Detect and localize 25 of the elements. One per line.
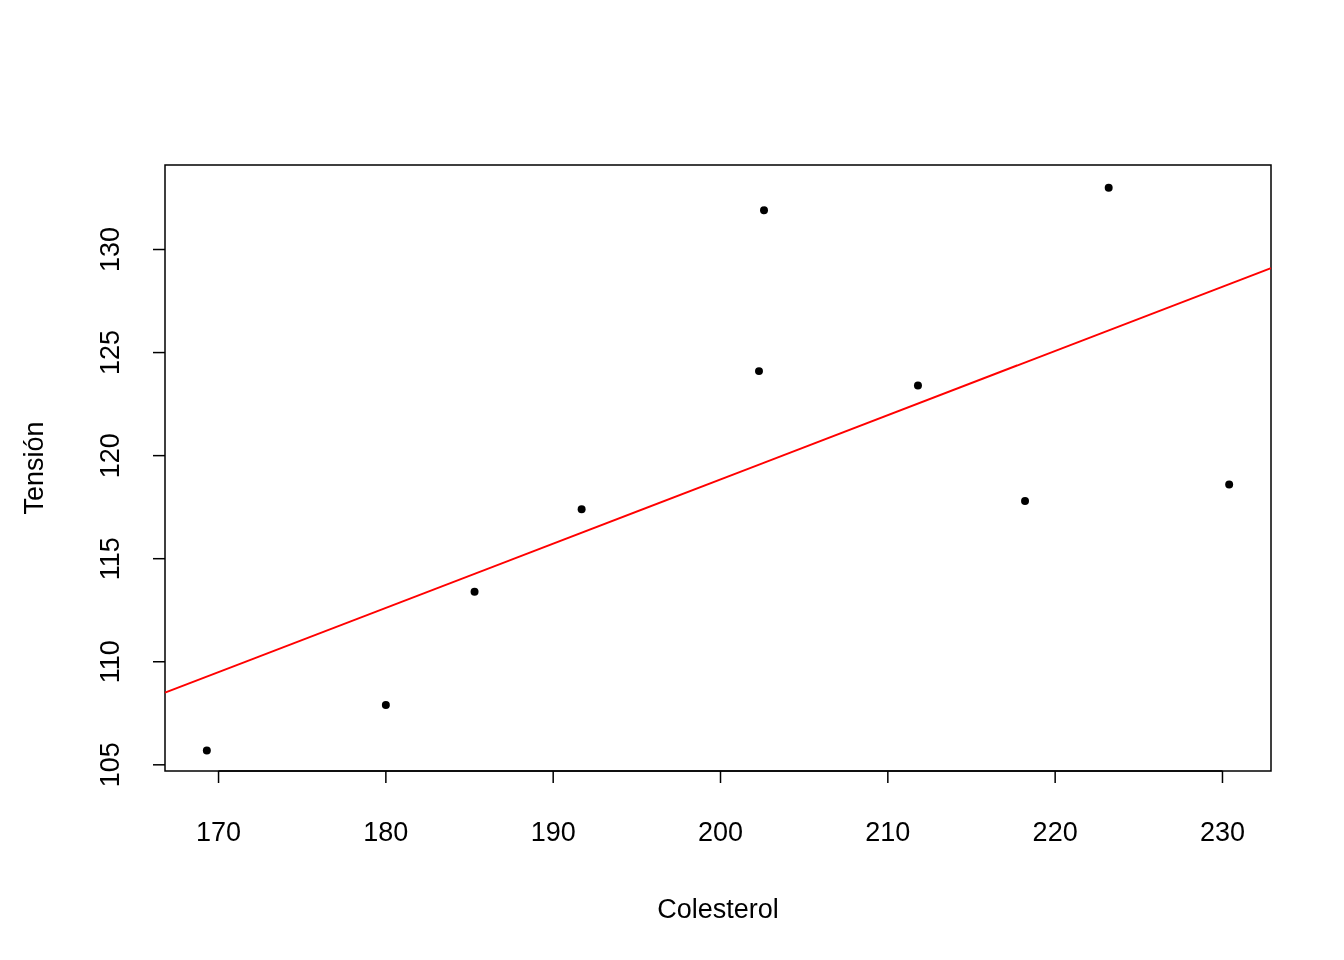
x-tick-label: 180 (363, 817, 409, 847)
y-tick-label: 115 (95, 537, 125, 581)
point (1225, 480, 1234, 489)
x-tick-label: 190 (530, 817, 576, 847)
point (577, 505, 586, 514)
x-axis-title: Colesterol (657, 894, 779, 924)
point (1104, 183, 1113, 192)
point (913, 381, 922, 390)
x-tick-label: 200 (697, 817, 744, 847)
point (202, 746, 211, 755)
point (470, 587, 479, 596)
x-tick-label: 210 (865, 817, 911, 847)
y-tick-label: 130 (95, 226, 125, 273)
y-axis-title: Tensión (19, 421, 49, 515)
point (755, 367, 763, 376)
x-tick-label: 170 (196, 817, 242, 847)
x-tick-label: 230 (1199, 817, 1246, 847)
y-tick-label: 110 (95, 640, 125, 684)
x-tick-label: 220 (1032, 817, 1078, 847)
point (381, 701, 390, 710)
point (760, 206, 768, 215)
y-tick-label: 105 (95, 742, 125, 788)
y-tick-label: 120 (95, 433, 125, 479)
point (1021, 497, 1030, 505)
y-tick-label: 125 (95, 330, 125, 376)
